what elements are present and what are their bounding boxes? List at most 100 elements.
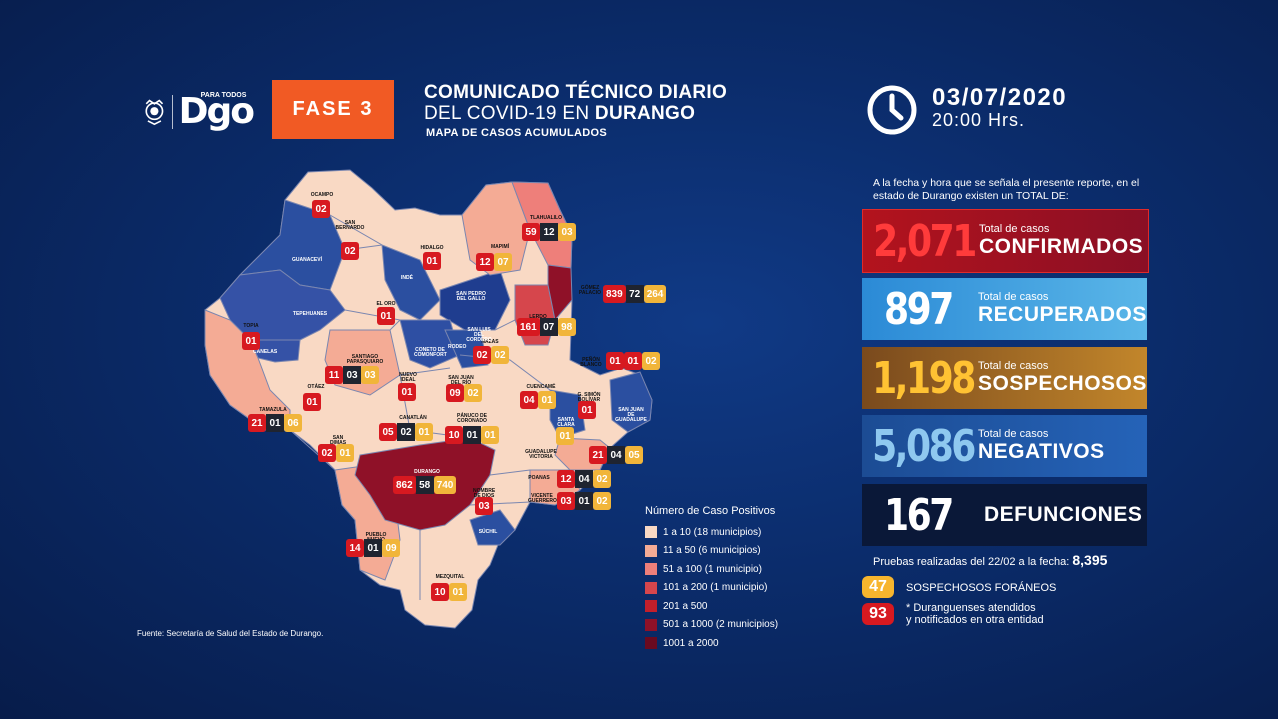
- dgo-logo: PARA TODOS Dgo: [143, 91, 255, 132]
- case-badge-panuco: 10 01 01: [445, 426, 499, 444]
- san-juan-guadalupe-region: [609, 371, 653, 433]
- badge-confirmed: 01: [303, 393, 321, 411]
- legend-label: 1 a 10 (18 municipios): [663, 526, 762, 538]
- legend-item: 51 a 100 (1 municipio): [645, 563, 762, 575]
- case-badge-nuevo-ideal: 01: [398, 383, 416, 401]
- label-santa-clara: SANTA CLARA: [557, 417, 575, 428]
- recuperados-label: RECUPERADOS: [978, 303, 1147, 326]
- legend-swatch: [645, 563, 657, 575]
- label-penon: PEÑÓN BLANCO: [580, 357, 602, 368]
- badge-confirmed: 09: [446, 384, 464, 402]
- legend-label: 11 a 50 (6 municipios): [663, 545, 761, 556]
- case-badge-santiago: 11 03 03: [325, 366, 379, 384]
- case-badge-cuencame: 04 01: [520, 391, 556, 409]
- label-ocampo: OCAMPO: [310, 192, 334, 198]
- badge-confirmed: 12: [557, 470, 575, 488]
- label-mezquital: MEZQUITAL: [435, 574, 465, 580]
- label-nuevo-ideal: NUEVO IDEAL: [399, 372, 417, 383]
- badge-suspected: 09: [382, 539, 400, 557]
- badge-suspected: 02: [491, 346, 509, 364]
- legend-swatch: [645, 637, 657, 649]
- label-guadalupe-victoria: GUADALUPE VICTORIA: [525, 449, 557, 460]
- badge-confirmed: 161: [517, 318, 540, 336]
- label-san-juan-rio: SAN JUAN DEL RÍO: [448, 375, 474, 386]
- confirmados-small: Total de casos: [979, 223, 1050, 235]
- label-nombre-dios: NOMBRE DE DIOS: [473, 488, 496, 499]
- foraneos-badge: 47: [862, 576, 894, 598]
- badge-suspected: 01: [556, 427, 574, 445]
- case-badge-san-bernardo: 02: [341, 242, 359, 260]
- badge-suspected: 02: [593, 492, 611, 510]
- label-el-oro: EL ORO: [376, 301, 396, 307]
- label-san-bernardo: SAN BERNARDO: [335, 220, 365, 231]
- recuperados-small: Total de casos: [978, 291, 1049, 303]
- sospechosos-label: SOSPECHOSOS: [978, 372, 1147, 395]
- label-san-luis: SAN LUIS DEL CORDERO: [466, 327, 492, 343]
- case-badge-santa-clara: 01: [556, 427, 574, 445]
- report-subtitle: DEL COVID-19 EN DURANGO: [424, 103, 696, 124]
- label-coneto: CONETO DE COMONFORT: [414, 347, 447, 358]
- badge-suspected: 02: [593, 470, 611, 488]
- badge-deaths: 12: [540, 223, 558, 241]
- label-rodeo: RODEO: [448, 344, 467, 350]
- label-panuco: PÁNUCO DE CORONADO: [456, 413, 487, 424]
- legend-item: 1 a 10 (18 municipios): [645, 526, 761, 538]
- negativos-small: Total de casos: [978, 428, 1049, 440]
- legend-swatch: [645, 581, 657, 594]
- confirmados-card: 2,071 Total de casos CONFIRMADOS: [862, 209, 1149, 273]
- mapimi-region: [461, 181, 531, 276]
- badge-deaths: 58: [415, 476, 434, 494]
- badge-deaths: 02: [397, 423, 415, 441]
- legend-item: 501 a 1000 (2 municipios): [645, 618, 778, 631]
- case-badge-hidalgo: 01: [423, 252, 441, 270]
- pruebas-value: 8,395: [1072, 552, 1108, 568]
- negativos-value: 5,086: [872, 420, 976, 472]
- legend-item: 1001 a 2000: [645, 637, 719, 649]
- label-durango: DURANGO: [414, 469, 440, 475]
- clock-icon: [867, 85, 917, 135]
- badge-suspected: 01: [415, 423, 433, 441]
- label-suchil: SÚCHIL: [478, 529, 498, 535]
- case-badge-topia: 01: [242, 332, 260, 350]
- foraneos-label: SOSPECHOSOS FORÁNEOS: [906, 582, 1057, 594]
- coneto-region: [399, 319, 461, 369]
- badge-confirmed: 862: [393, 476, 416, 494]
- legend-item: 101 a 200 (1 municipio): [645, 581, 768, 594]
- suchil-region: [469, 509, 516, 546]
- badge-confirmed: 03: [475, 497, 493, 515]
- negativos-card: 5,086 Total de casos NEGATIVOS: [862, 415, 1147, 477]
- badge-confirmed: 04: [520, 391, 538, 409]
- badge-confirmed: 01: [398, 383, 416, 401]
- case-badge-penon: 01 01 02: [606, 352, 660, 370]
- legend-label: 51 a 100 (1 municipio): [663, 563, 762, 575]
- label-mapimi: MAPIMÍ: [490, 244, 510, 250]
- report-date: 03/07/2020: [932, 84, 1068, 111]
- case-badge-san-dimas: 02 01: [318, 444, 354, 462]
- state-seal-icon: [145, 99, 164, 126]
- defunciones-label: DEFUNCIONES: [984, 503, 1143, 526]
- case-badge-vicente-guerrero: 03 01 02: [557, 492, 611, 510]
- case-badge-pueblo-nuevo: 14 01 09: [346, 539, 400, 557]
- badge-suspected: 06: [284, 414, 302, 432]
- case-badge-durango: 862 58 740: [393, 476, 457, 494]
- label-san-pedro: SAN PEDRO DEL GALLO: [456, 291, 486, 302]
- confirmados-value: 2,071: [873, 215, 977, 267]
- recuperados-card: 897 Total de casos RECUPERADOS: [862, 278, 1147, 340]
- badge-confirmed: 11: [325, 366, 343, 384]
- badge-deaths: 01: [463, 426, 481, 444]
- case-badge-otaez: 01: [303, 393, 321, 411]
- badge-suspected: 740: [433, 476, 457, 494]
- badge-confirmed: 21: [589, 446, 607, 464]
- badge-confirmed: 03: [557, 492, 575, 510]
- badge-suspected: 98: [557, 318, 576, 336]
- label-poanas: POANAS: [528, 475, 550, 481]
- case-badge-canatlan: 05 02 01: [379, 423, 433, 441]
- label-inde: INDÉ: [401, 275, 413, 281]
- case-badge-tlahualilo: 59 12 03: [522, 223, 576, 241]
- badge-deaths: 01: [266, 414, 284, 432]
- logo-main: Dgo: [178, 91, 255, 132]
- logo-sub: PARA TODOS: [200, 92, 247, 99]
- durango-map: [204, 169, 653, 629]
- legend-item: 201 a 500: [645, 600, 708, 612]
- badge-confirmed: 12: [476, 253, 494, 271]
